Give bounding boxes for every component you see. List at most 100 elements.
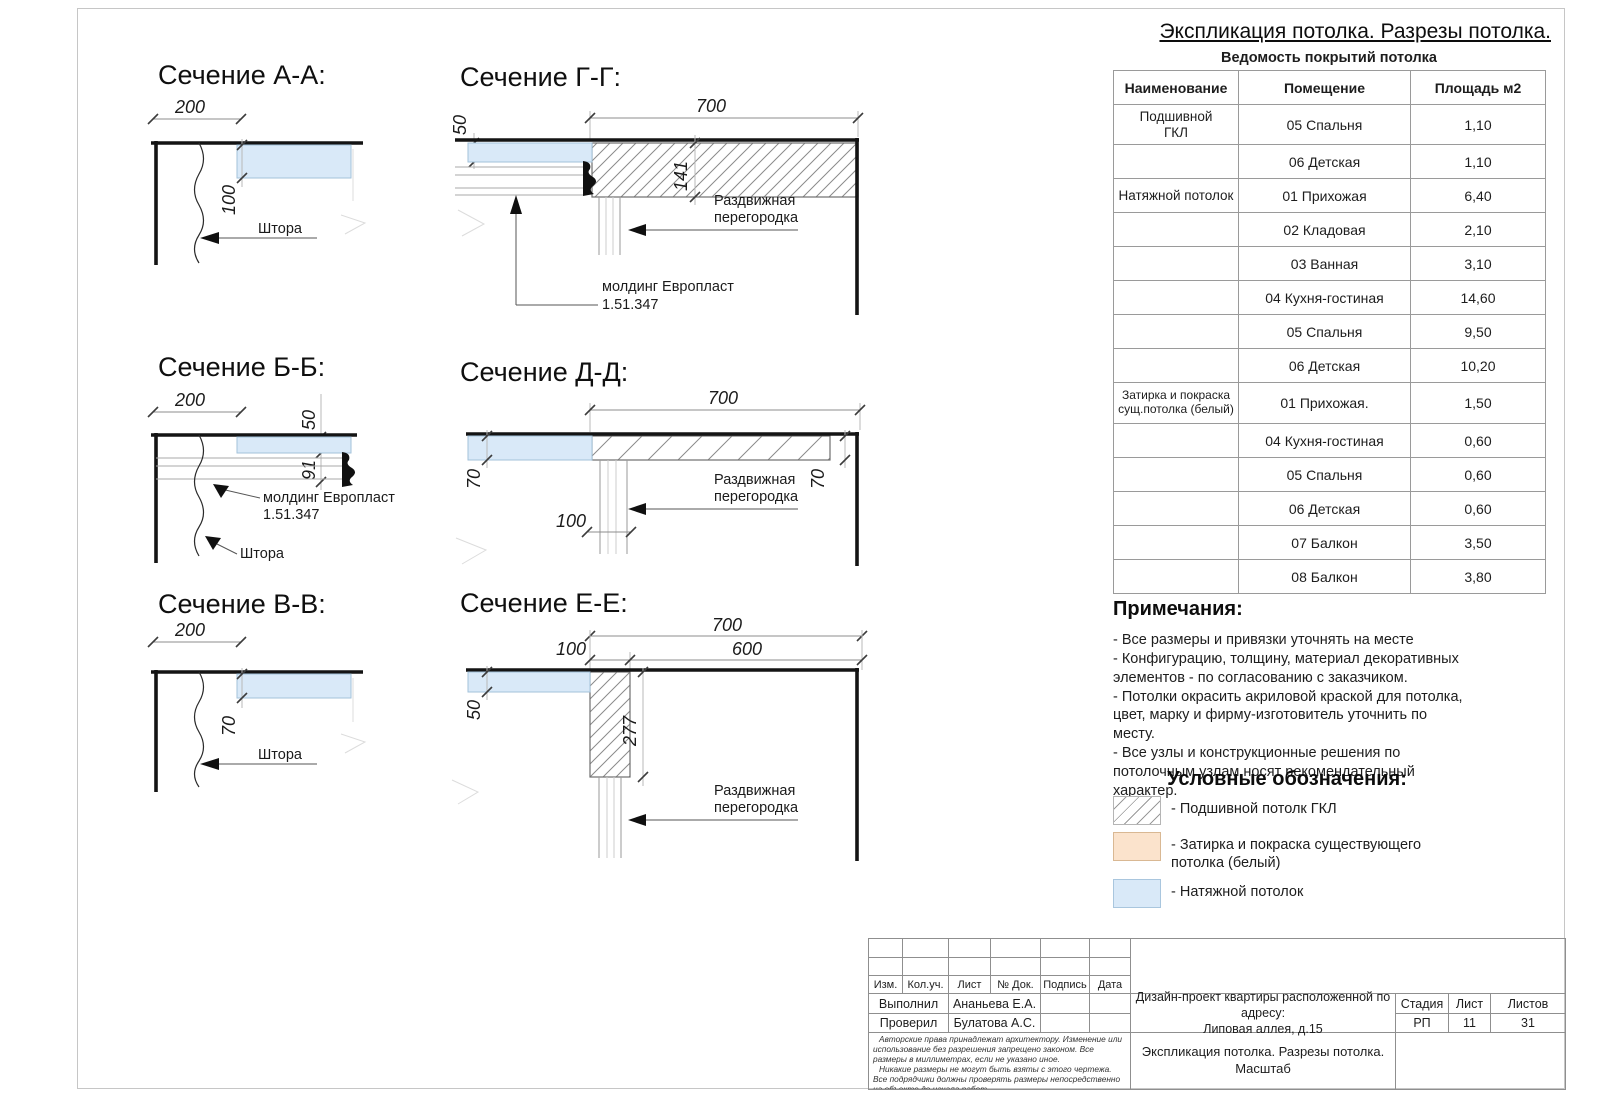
section-ee-drawing: 700 100 600 50 277 Раздвижная перегородк… [451, 615, 868, 861]
stretch-swatch [1113, 879, 1161, 909]
leader-arrow [628, 503, 646, 515]
hatch-swatch [1113, 796, 1161, 825]
curtain-label: Штора [258, 221, 303, 237]
table-title: Ведомость покрытий потолка [1221, 50, 1437, 66]
tb-checked-label: Проверил [869, 1014, 949, 1033]
molding-label-1: молдинг Европласт [602, 279, 734, 295]
table-row: 07 Балкон 3,50 [1113, 525, 1546, 560]
tb-sheet-value: 11 [1449, 1014, 1491, 1033]
section-bb-title: Сечение Б-Б: [158, 352, 326, 382]
dim-100-label: 100 [556, 639, 586, 659]
section-dd-drawing: 700 70 70 100 Раздвижная перегородка [455, 388, 866, 566]
sheet-frame [77, 8, 1565, 1089]
leader-arrow [200, 758, 219, 770]
tb-executed-label: Выполнил [869, 994, 949, 1014]
molding-profile [583, 161, 596, 196]
table-row: Натяжной потолок 01 Прихожая 6,40 [1113, 178, 1546, 213]
partition-label-2: перегородка [714, 210, 799, 226]
legend-item-paint: - Затирка и покраска существующего потол… [1113, 832, 1533, 872]
legend-item-gkl: - Подшивной потолк ГКЛ [1113, 796, 1533, 825]
table-row: 03 Ванная 3,10 [1113, 246, 1546, 281]
tb-col-list: Лист [949, 976, 991, 994]
dim-100-label: 100 [219, 185, 239, 215]
legend: - Подшивной потолк ГКЛ - Затирка и покра… [1113, 796, 1533, 915]
stretch-ceiling-fill [467, 142, 593, 163]
note-item: - Все узлы и конструкционные решения по … [1113, 745, 1415, 799]
dim-70-label: 70 [219, 716, 239, 736]
tb-sheets-label: Листов [1491, 994, 1565, 1014]
tb-executed-name: Ананьева Е.А. [949, 994, 1041, 1014]
tb-stage-label: Стадия [1396, 994, 1449, 1014]
tb-date-cell [1090, 1014, 1131, 1033]
curtain-label: Штора [240, 546, 285, 562]
tb-signature-cell [1041, 994, 1090, 1014]
dim-600-label: 600 [732, 639, 762, 659]
col-header-room: Помещение [1238, 70, 1411, 105]
leader-arrow [628, 224, 646, 236]
section-bb-drawing: 200 50 91 молдинг Европласт 1.51.347 Што… [147, 390, 395, 563]
dim-100-label: 100 [556, 511, 586, 531]
molding-profile [342, 452, 355, 487]
stretch-ceiling-fill [236, 673, 352, 699]
legend-title: Условные обозначения: [1167, 768, 1407, 790]
partition-label-1: Раздвижная [714, 193, 795, 209]
break-mark [451, 779, 480, 805]
notes-title: Примечания: [1113, 598, 1243, 620]
section-dd-title: Сечение Д-Д: [460, 357, 629, 387]
dim-50-label: 50 [299, 410, 319, 430]
leader-arrow [628, 814, 646, 826]
dim-50-label: 50 [464, 700, 484, 720]
table-header-row: Наименование Помещение Площадь м2 [1113, 70, 1546, 105]
tb-upper-empty [1131, 939, 1565, 994]
note-item: - Потолки окрасить акриловой краской для… [1113, 688, 1463, 743]
dim-91-label: 91 [299, 460, 319, 480]
molding-label-2: 1.51.347 [602, 297, 658, 313]
partition-label-2: перегородка [714, 800, 799, 816]
tb-date-cell [1090, 994, 1131, 1014]
partition-label-2: перегородка [714, 489, 799, 505]
leader-arrow [200, 232, 219, 244]
table-row: 06 Детская 0,60 [1113, 491, 1546, 526]
section-aa-drawing: 200 100 Штора [147, 97, 367, 265]
section-vv-title: Сечение В-В: [158, 589, 326, 619]
tb-col-data: Дата [1090, 976, 1131, 994]
tb-sheet-label: Лист [1449, 994, 1491, 1014]
break-mark [457, 209, 486, 237]
dim-141-label: 141 [671, 161, 691, 191]
dim-700-label: 700 [712, 615, 742, 635]
gkl-hatch-block [591, 142, 859, 198]
titleblock: Изм. Кол.уч. Лист № Док. Подпись Дата Вы… [868, 938, 1566, 1090]
page-title: Экспликация потолка. Разрезы потолка. [1159, 20, 1551, 43]
legend-item-stretch: - Натяжной потолок [1113, 879, 1533, 909]
section-vv-drawing: 200 70 Штора [147, 620, 367, 792]
leader-arrow [213, 484, 229, 498]
tb-col-koluch: Кол.уч. [903, 976, 949, 994]
break-mark [340, 678, 367, 754]
tb-doc-title: Экспликация потолка. Разрезы потолка. Ма… [1131, 1033, 1396, 1089]
table-row: 06 Детская 1,10 [1113, 144, 1546, 179]
col-header-area: Площадь м2 [1410, 70, 1546, 105]
molding-label-1: молдинг Европласт [263, 490, 395, 506]
table-row: 06 Детская 10,20 [1113, 348, 1546, 383]
break-mark [455, 537, 488, 565]
table-row: Затирка и покраска сущ.потолка (белый) 0… [1113, 382, 1546, 424]
dim-70-left-label: 70 [464, 469, 484, 489]
dim-700-label: 700 [696, 96, 726, 116]
curtain-wavy-line [193, 671, 205, 788]
table-row: 05 Спальня 9,50 [1113, 314, 1546, 349]
tb-signature-cell [1041, 1014, 1090, 1033]
notes-block: Примечания: - Все размеры и привязки уто… [1113, 598, 1465, 801]
molding-label-2: 1.51.347 [263, 507, 319, 523]
note-item: - Конфигурацию, толщину, материал декора… [1113, 650, 1459, 686]
tb-lower-empty [1396, 1033, 1565, 1089]
stretch-ceiling-fill [236, 144, 352, 179]
stretch-ceiling-fill [236, 436, 352, 454]
partition-label-1: Раздвижная [714, 472, 795, 488]
dim-700-label: 700 [708, 388, 738, 408]
section-ee-title: Сечение Е-Е: [460, 588, 628, 618]
table-row: 08 Балкон 3,80 [1113, 559, 1546, 594]
table-row: 04 Кухня-гостиная 14,60 [1113, 280, 1546, 315]
curtain-wavy-line [193, 142, 205, 264]
section-gg-title: Сечение Г-Г: [460, 62, 621, 92]
